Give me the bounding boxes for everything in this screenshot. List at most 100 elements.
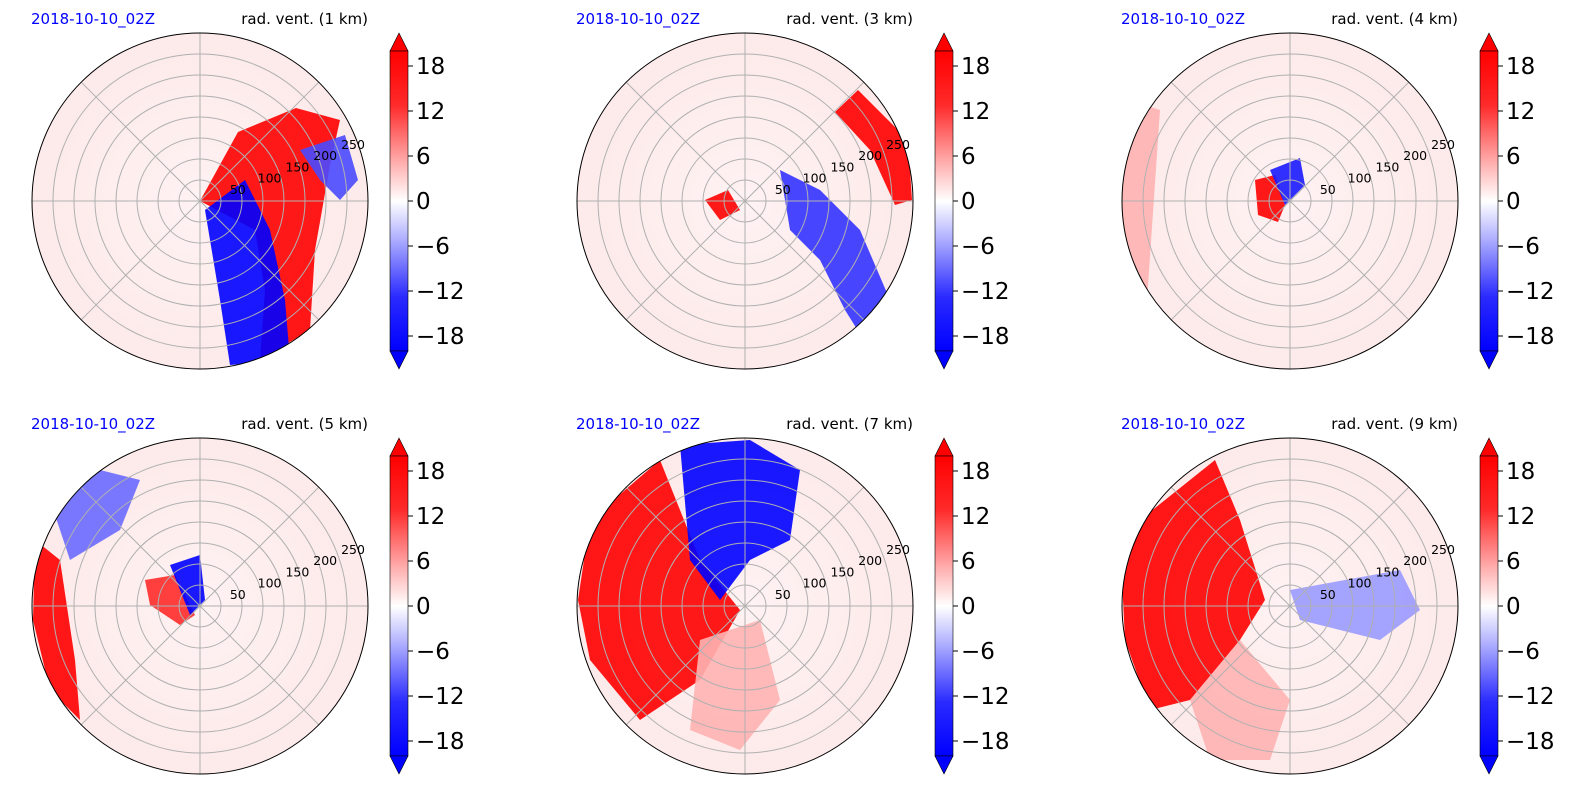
colorbar-tick-label: 12 (1506, 99, 1535, 125)
colorbar-extend-min (934, 350, 954, 370)
colorbar-tick-label: −12 (961, 684, 1010, 710)
colorbar-tick-label: −6 (1506, 234, 1540, 260)
angular-gridline (199, 200, 320, 321)
angular-gridline (625, 605, 746, 726)
colorbar-tick-label: −6 (961, 639, 995, 665)
colorbar-tick-label: −12 (1506, 279, 1555, 305)
colorbar-extend-max (934, 437, 954, 457)
radial-tick-label: 150 (285, 159, 309, 174)
radial-tick-label: 250 (341, 137, 365, 152)
radial-tick-label: 200 (1403, 553, 1427, 568)
field-contours (578, 440, 800, 750)
radial-tick-label: 100 (1348, 171, 1372, 186)
panel-date: 2018-10-10_02Z (576, 415, 700, 434)
angular-gridline (80, 81, 201, 202)
angular-gridline (744, 486, 865, 607)
colorbar-extend-min (1479, 350, 1499, 370)
radial-tick-label: 150 (285, 564, 309, 579)
colorbar-extend-max (389, 437, 409, 457)
colorbar-tick-label: 6 (961, 144, 976, 170)
colorbar-bar (934, 50, 954, 352)
colorbar-tick-label: 18 (961, 54, 990, 80)
colorbar-tick-label: 12 (1506, 504, 1535, 530)
angular-gridline (625, 81, 746, 202)
radial-tick-label: 50 (775, 182, 791, 197)
field-contours (705, 90, 912, 350)
radial-tick-label: 200 (313, 553, 337, 568)
radial-tick-label: 50 (230, 182, 246, 197)
panel-date: 2018-10-10_02Z (1121, 415, 1245, 434)
panel-title: rad. vent. (5 km) (241, 415, 368, 433)
radial-tick-label: 200 (313, 148, 337, 163)
colorbar-tick-label: −18 (416, 324, 465, 350)
radial-tick-label: 100 (258, 171, 282, 186)
colorbar-tick-label: 12 (961, 504, 990, 530)
radial-tick-label: 50 (775, 587, 791, 602)
colorbar-bar (934, 455, 954, 757)
panel-date: 2018-10-10_02Z (576, 10, 700, 29)
polar-boundary (31, 437, 369, 775)
colorbar-tick-label: 6 (961, 549, 976, 575)
colorbar-tick-label: −18 (416, 729, 465, 755)
angular-gridline (744, 200, 865, 321)
radial-tick-label: 50 (1320, 587, 1336, 602)
radial-tick-label: 250 (1431, 137, 1455, 152)
field-blob (145, 575, 195, 625)
field-blob (780, 170, 890, 350)
colorbar-tick-label: 12 (961, 99, 990, 125)
colorbar-bar (1479, 455, 1499, 757)
colorbar-tick-label: −6 (416, 234, 450, 260)
colorbar-tick-label: −18 (961, 729, 1010, 755)
colorbar-tick-label: 12 (416, 99, 445, 125)
radial-tick-label: 200 (1403, 148, 1427, 163)
colorbar-tick-label: 0 (1506, 594, 1521, 620)
colorbar-tick-label: 12 (416, 504, 445, 530)
polar-boundary (576, 437, 914, 775)
colorbar-tick-label: 6 (416, 549, 431, 575)
colorbar-extend-min (389, 350, 409, 370)
angular-gridline (1170, 81, 1291, 202)
angular-gridline (1170, 605, 1291, 726)
colorbar-tick-label: 18 (416, 54, 445, 80)
field-blob (680, 440, 800, 600)
radial-gridlines (1122, 438, 1458, 774)
panel-date: 2018-10-10_02Z (1121, 10, 1245, 29)
angular-gridline (1170, 200, 1291, 321)
angular-gridline (1289, 605, 1410, 726)
radial-gridlines (577, 33, 913, 369)
colorbar-tick-label: −6 (961, 234, 995, 260)
radial-tick-label: 150 (830, 159, 854, 174)
angular-gridline (199, 81, 320, 202)
field-blob (1290, 570, 1420, 640)
colorbar-tick-label: 0 (961, 594, 976, 620)
panel-date: 2018-10-10_02Z (31, 415, 155, 434)
colorbar-extend-max (934, 32, 954, 52)
field-blob (835, 90, 912, 205)
colorbar-tick-label: −18 (1506, 324, 1555, 350)
colorbar-tick-label: 0 (1506, 189, 1521, 215)
radial-tick-label: 150 (1375, 564, 1399, 579)
radial-gridlines (577, 438, 913, 774)
colorbar-tick-label: −18 (961, 324, 1010, 350)
angular-gridline (1289, 486, 1410, 607)
angular-gridline (625, 200, 746, 321)
polar-boundary (1121, 437, 1459, 775)
polar-boundary (1121, 32, 1459, 370)
colorbar: 18 12 6 0 −6 −12 −18 (1479, 32, 1555, 370)
colorbar-tick-label: −6 (1506, 639, 1540, 665)
angular-gridline (80, 200, 201, 321)
colorbar-tick-label: 0 (416, 189, 431, 215)
panel-title: rad. vent. (4 km) (1331, 10, 1458, 28)
field-blob (705, 190, 740, 220)
colorbar-extend-max (1479, 32, 1499, 52)
angular-gridline (199, 486, 320, 607)
colorbar: 18 12 6 0 −6 −12 −18 (1479, 437, 1555, 775)
colorbar-tick-label: −12 (416, 279, 465, 305)
panel-title: rad. vent. (9 km) (1331, 415, 1458, 433)
colorbar-extend-max (389, 32, 409, 52)
radial-tick-label: 150 (830, 564, 854, 579)
radial-tick-label: 100 (1348, 576, 1372, 591)
